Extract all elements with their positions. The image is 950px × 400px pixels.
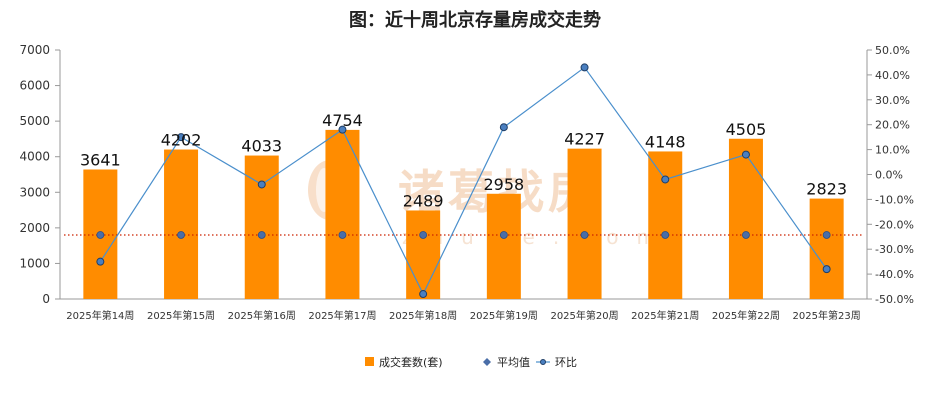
x-tick-label: 2025年第21周 xyxy=(631,309,699,322)
x-tick-label: 2025年第14周 xyxy=(66,309,134,322)
bar xyxy=(406,210,441,299)
y-tick-label-right: 40.0% xyxy=(875,69,910,82)
legend-label: 成交套数(套) xyxy=(379,355,443,369)
bar xyxy=(244,155,279,299)
bar-value-label: 3641 xyxy=(80,150,121,169)
bar-value-label: 4033 xyxy=(241,137,282,156)
average-line-series xyxy=(64,231,863,239)
bar-value-label: 4227 xyxy=(564,130,605,149)
bar xyxy=(325,129,360,299)
bar xyxy=(809,198,844,299)
bar xyxy=(728,138,763,299)
bar-value-label: 4202 xyxy=(161,131,202,150)
y-tick-label-right: -30.0% xyxy=(875,243,914,256)
legend-label: 平均值 xyxy=(497,356,530,369)
bar-value-label: 4754 xyxy=(322,111,363,130)
y-tick-label-right: 0.0% xyxy=(875,169,903,182)
bar-value-label: 4148 xyxy=(645,132,686,151)
bar-value-label: 4505 xyxy=(726,120,767,139)
y-tick-label-left: 1000 xyxy=(19,256,50,270)
y-tick-label-left: 6000 xyxy=(19,79,50,93)
x-tick-label: 2025年第18周 xyxy=(389,309,457,322)
axes: 0 1000 2000 3000 4000 5000 6000 7000 -50.0% -40.0… xyxy=(19,43,913,322)
bar xyxy=(164,149,199,299)
ratio-point xyxy=(741,150,750,159)
average-point xyxy=(661,231,670,239)
x-tick-label: 2025年第20周 xyxy=(550,309,618,322)
legend-swatch-average xyxy=(483,358,491,366)
ratio-point xyxy=(580,63,589,72)
x-tick-label: 2025年第17周 xyxy=(308,309,376,322)
y-tick-label-right: 50.0% xyxy=(875,44,910,57)
y-tick-label-right: -50.0% xyxy=(875,293,914,306)
ratio-point xyxy=(177,133,186,142)
ratio-point xyxy=(661,175,670,184)
bar xyxy=(567,148,602,299)
average-point xyxy=(499,231,508,239)
y-tick-label-left: 5000 xyxy=(19,114,50,128)
legend: 成交套数(套) 平均值 环比 xyxy=(365,355,577,369)
average-point xyxy=(742,231,750,239)
y-tick-label-right: -40.0% xyxy=(875,268,914,281)
average-point xyxy=(177,231,185,239)
ratio-line-series xyxy=(96,63,831,299)
x-tick-label: 2025年第16周 xyxy=(228,309,296,322)
average-point xyxy=(580,231,589,239)
ratio-point xyxy=(96,257,105,266)
average-point xyxy=(822,231,831,239)
chart-title: 图：近十周北京存量房成交走势 xyxy=(349,10,601,31)
bar xyxy=(486,193,521,299)
ratio-point xyxy=(338,125,347,134)
x-tick-label: 2025年第22周 xyxy=(712,309,780,322)
y-tick-label-left: 4000 xyxy=(19,150,50,164)
y-tick-label-left: 0 xyxy=(42,292,50,306)
watermark-logo: 诸葛找房 zhuge.com xyxy=(308,160,674,249)
bar-value-labels: 3641 4202 4033 4754 2489 2958 4227 4148 4505 2823 xyxy=(80,111,847,211)
average-point xyxy=(419,231,428,239)
x-tick-label: 2025年第23周 xyxy=(793,309,861,322)
ratio-line xyxy=(99,66,828,296)
x-tick-label: 2025年第19周 xyxy=(470,309,538,322)
y-tick-label-left: 7000 xyxy=(19,43,50,57)
average-point xyxy=(96,231,105,239)
legend-label: 环比 xyxy=(555,356,577,369)
average-point xyxy=(257,231,266,239)
ratio-point xyxy=(257,180,266,189)
y-tick-label-right: 30.0% xyxy=(875,94,910,107)
y-tick-label-right: -20.0% xyxy=(875,218,914,231)
bar-value-label: 2489 xyxy=(403,191,444,210)
bar xyxy=(648,151,683,299)
y-tick-label-left: 3000 xyxy=(19,185,50,199)
ratio-point xyxy=(822,265,831,274)
bar-value-label: 2958 xyxy=(483,175,524,194)
ratio-point xyxy=(499,123,508,132)
legend-swatch-ratio-point xyxy=(540,359,546,365)
average-point xyxy=(338,231,347,239)
y-tick-label-left: 2000 xyxy=(19,221,50,235)
y-tick-label-right: 20.0% xyxy=(875,119,910,132)
x-tick-label: 2025年第15周 xyxy=(147,309,215,322)
watermark-subtext: zhuge.com xyxy=(402,225,674,249)
y-tick-label-right: 10.0% xyxy=(875,144,910,157)
bar-value-label: 2823 xyxy=(806,180,847,199)
legend-swatch-bar xyxy=(365,357,374,366)
y-tick-label-right: -10.0% xyxy=(875,193,914,206)
ratio-point xyxy=(419,290,428,299)
